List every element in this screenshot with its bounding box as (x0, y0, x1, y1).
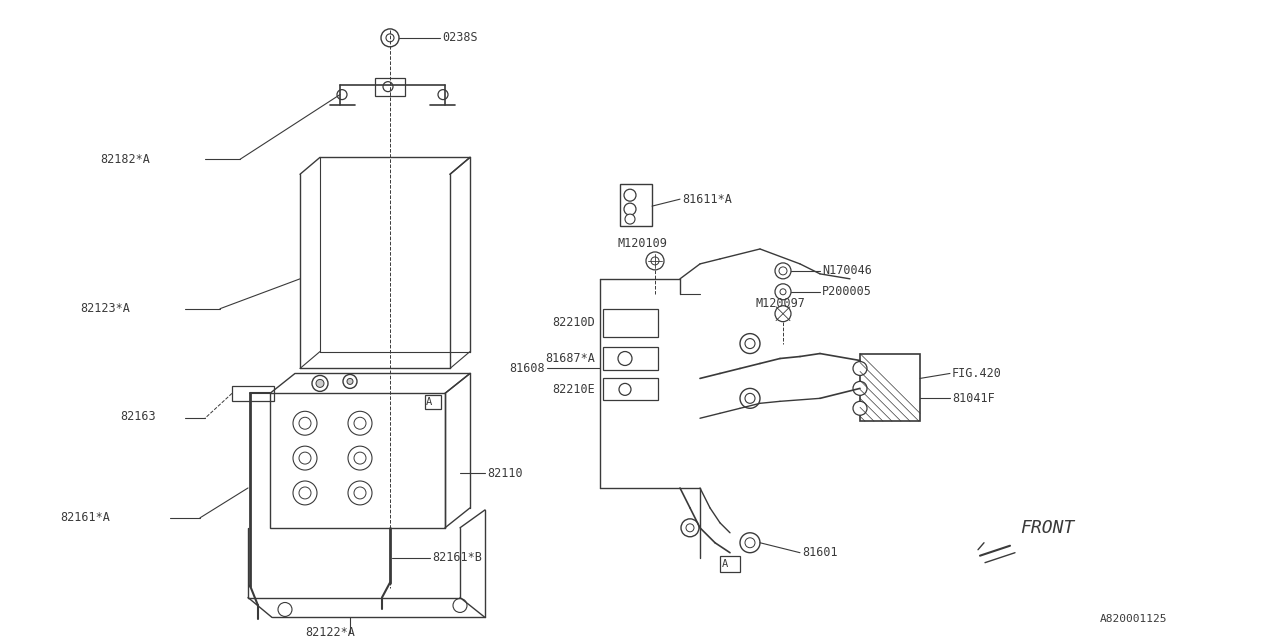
Circle shape (348, 412, 372, 435)
Circle shape (686, 524, 694, 532)
Bar (425, 396, 442, 410)
Circle shape (646, 252, 664, 270)
Circle shape (745, 339, 755, 349)
Circle shape (438, 90, 448, 100)
Circle shape (745, 538, 755, 548)
Circle shape (740, 388, 760, 408)
Circle shape (355, 452, 366, 464)
Circle shape (618, 351, 632, 365)
Circle shape (355, 487, 366, 499)
Circle shape (347, 378, 353, 385)
Text: 82123*A: 82123*A (79, 302, 129, 316)
Bar (620, 184, 652, 226)
Circle shape (774, 306, 791, 322)
Circle shape (852, 362, 867, 376)
Circle shape (740, 532, 760, 553)
Circle shape (293, 481, 317, 505)
Circle shape (300, 452, 311, 464)
Circle shape (300, 487, 311, 499)
Circle shape (453, 598, 467, 612)
Bar (375, 77, 404, 95)
Circle shape (780, 289, 786, 295)
Circle shape (316, 380, 324, 387)
Circle shape (387, 34, 394, 42)
Circle shape (278, 602, 292, 616)
Bar (719, 556, 740, 572)
Text: 81608: 81608 (509, 362, 545, 375)
Text: 82161*B: 82161*B (433, 551, 481, 564)
Text: 81601: 81601 (803, 546, 837, 559)
Circle shape (652, 257, 659, 265)
Circle shape (312, 376, 328, 392)
Text: 82182*A: 82182*A (100, 153, 150, 166)
Bar (603, 308, 658, 337)
Text: M120097: M120097 (755, 297, 805, 310)
Bar (603, 378, 658, 401)
Circle shape (620, 383, 631, 396)
Circle shape (625, 203, 636, 215)
Circle shape (348, 446, 372, 470)
Circle shape (681, 519, 699, 537)
Text: 82210E: 82210E (552, 383, 595, 396)
Text: 81687*A: 81687*A (545, 352, 595, 365)
Circle shape (383, 82, 393, 92)
Bar (860, 353, 920, 421)
Text: 82122*A: 82122*A (305, 626, 355, 639)
Text: P200005: P200005 (822, 285, 872, 298)
Circle shape (343, 374, 357, 388)
Text: 82163: 82163 (120, 410, 156, 423)
Circle shape (774, 284, 791, 300)
Text: 82210D: 82210D (552, 316, 595, 329)
Circle shape (625, 189, 636, 201)
Text: FRONT: FRONT (1020, 519, 1074, 537)
Circle shape (745, 394, 755, 403)
Text: A: A (426, 397, 433, 407)
Circle shape (355, 417, 366, 429)
Text: A: A (722, 559, 728, 569)
Circle shape (300, 417, 311, 429)
Circle shape (852, 381, 867, 396)
Text: A820001125: A820001125 (1100, 614, 1167, 625)
Text: 0238S: 0238S (442, 31, 477, 44)
Circle shape (774, 263, 791, 279)
Circle shape (852, 401, 867, 415)
Bar (232, 387, 274, 401)
Circle shape (337, 90, 347, 100)
Bar (270, 394, 445, 528)
Circle shape (625, 214, 635, 224)
Circle shape (780, 267, 787, 275)
Text: 82161*A: 82161*A (60, 511, 110, 524)
Circle shape (293, 412, 317, 435)
Circle shape (381, 29, 399, 47)
Circle shape (740, 333, 760, 353)
Bar (603, 346, 658, 371)
Circle shape (348, 481, 372, 505)
Text: 81611*A: 81611*A (682, 193, 732, 205)
Text: FIG.420: FIG.420 (952, 367, 1002, 380)
Text: M120109: M120109 (618, 237, 668, 250)
Text: 82110: 82110 (486, 467, 522, 479)
Circle shape (293, 446, 317, 470)
Text: 81041F: 81041F (952, 392, 995, 405)
Text: N170046: N170046 (822, 264, 872, 277)
